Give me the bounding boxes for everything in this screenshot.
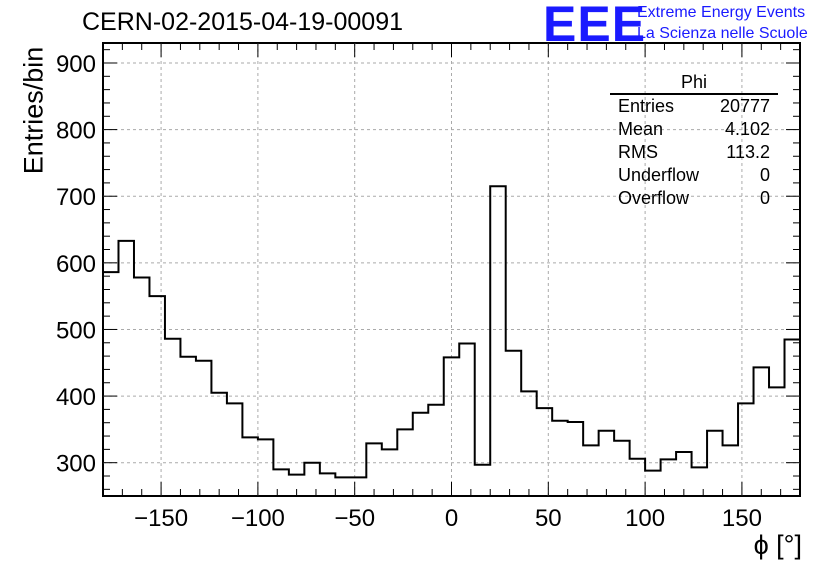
y-axis-label: Entries/bin: [18, 46, 49, 175]
y-tick-label: 900: [56, 51, 96, 78]
stat-value: 4.102: [724, 119, 770, 139]
axis-ticks: [102, 43, 801, 496]
y-tick-label: 700: [56, 184, 96, 211]
stats-row: RMS 113.2: [610, 141, 778, 164]
x-tick-label: 150: [722, 505, 762, 532]
x-tick-label: −100: [231, 505, 285, 532]
stat-label: RMS: [618, 142, 658, 162]
stats-row: Entries 20777: [610, 95, 778, 118]
stats-row: Mean 4.102: [610, 118, 778, 141]
stat-value: 113.2: [726, 142, 770, 162]
stats-title: Phi: [610, 72, 778, 95]
stat-label: Mean: [618, 119, 664, 139]
stat-label: Overflow: [618, 188, 690, 208]
stats-row: Overflow 0: [610, 187, 778, 210]
y-tick-label: 600: [56, 251, 96, 278]
x-tick-label: −150: [134, 505, 188, 532]
y-tick-label: 500: [56, 317, 96, 344]
x-tick-label: 50: [535, 505, 562, 532]
stats-box: Phi Entries 20777 Mean 4.102 RMS 113.2 U…: [610, 72, 778, 210]
stat-value: 0: [759, 165, 770, 185]
stat-label: Entries: [618, 96, 675, 116]
run-title: CERN-02-2015-04-19-00091: [82, 8, 404, 36]
y-tick-label: 400: [56, 384, 96, 411]
histogram-line: [103, 185, 801, 479]
stat-label: Underflow: [618, 165, 700, 185]
eee-logo: EEE: [543, 0, 647, 52]
x-tick-label: 0: [445, 505, 458, 532]
stat-value: 20777: [719, 96, 770, 116]
logo-line-1: Extreme Energy Events: [637, 4, 806, 21]
logo-line-2: La Scienza nelle Scuole: [637, 25, 808, 42]
x-axis-label: ϕ [°]: [753, 530, 802, 560]
stats-row: Underflow 0: [610, 164, 778, 187]
y-tick-label: 300: [56, 451, 96, 478]
stat-value: 0: [759, 188, 770, 208]
x-tick-label: −50: [334, 505, 375, 532]
grid: [103, 43, 800, 496]
x-tick-label: 100: [625, 505, 665, 532]
y-tick-label: 800: [56, 118, 96, 145]
tick-labels: −150 −100 −50 0 50 100 150 300 400 500 600 700 800 90…: [56, 51, 762, 532]
